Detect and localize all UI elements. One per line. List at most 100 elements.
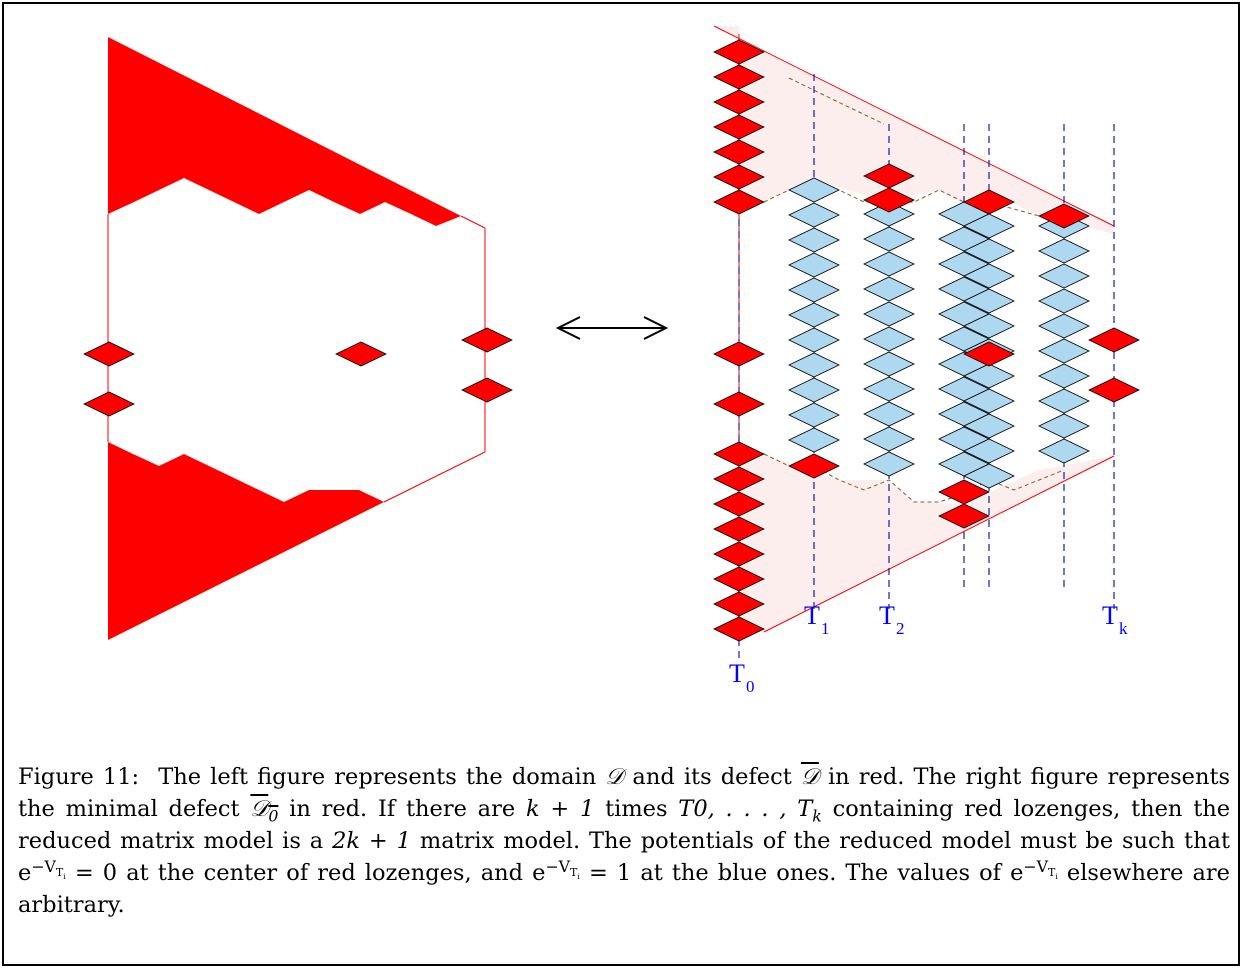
caption-k-plus-1: k + 1 <box>525 796 595 822</box>
caption-text-2: and its defect <box>632 764 792 790</box>
red-lozenge <box>1038 203 1090 229</box>
blue-lozenge <box>788 277 840 303</box>
blue-lozenge <box>863 276 915 302</box>
caption-text-5: times <box>605 796 668 822</box>
red-lozenge <box>938 503 990 529</box>
blue-lozenge <box>863 426 915 452</box>
red-lozenge <box>713 616 765 642</box>
blue-lozenge <box>963 263 1015 289</box>
red-lozenge <box>713 89 765 115</box>
blue-lozenge <box>788 227 840 253</box>
red-lozenge <box>963 341 1015 367</box>
blue-lozenge <box>1038 413 1090 439</box>
blue-lozenge <box>963 388 1015 414</box>
blue-lozenge <box>788 352 840 378</box>
red-lozenge <box>713 591 765 617</box>
caption-eq-0: = 0 <box>74 860 118 886</box>
caption-text-6: containing red lozenges, then the reduce… <box>18 796 1231 854</box>
blue-lozenge <box>788 252 840 278</box>
bottom-defect-region <box>108 442 384 640</box>
blue-lozenge <box>1038 338 1090 364</box>
caption-times-list: T0, . . . , Tk <box>678 796 822 826</box>
caption-text-8: at the center of red lozenges, and <box>126 860 524 886</box>
red-lozenge <box>461 377 513 403</box>
red-lozenge <box>1088 377 1140 403</box>
blue-lozenge <box>963 313 1015 339</box>
red-lozenge <box>963 189 1015 215</box>
red-lozenge <box>461 327 513 353</box>
red-lozenge <box>938 479 990 505</box>
red-lozenge <box>713 341 765 367</box>
caption-text-9: at the blue ones. The values of <box>640 860 1001 886</box>
red-lozenge <box>788 453 840 479</box>
figure-caption: Figure 11: The left figure represents th… <box>18 761 1230 921</box>
red-lozenge <box>713 139 765 165</box>
red-lozenge <box>713 566 765 592</box>
caption-eq-1: = 1 <box>588 860 632 886</box>
blue-lozenge <box>863 376 915 402</box>
blue-lozenge <box>788 402 840 428</box>
caption-text-10: elsewhere are arbitrary. <box>18 860 1230 918</box>
top-defect-region <box>108 37 461 226</box>
blue-lozenge <box>863 401 915 427</box>
red-lozenge <box>335 341 387 367</box>
time-label-t2: T <box>879 601 895 630</box>
time-label-tk: T <box>1102 601 1118 630</box>
red-lozenge <box>713 541 765 567</box>
time-label-sub-t2: 2 <box>896 619 905 638</box>
caption-text-1: The left figure represents the domain <box>158 764 597 790</box>
red-lozenge <box>713 516 765 542</box>
caption-exponential-3: e−VTi <box>1010 856 1058 886</box>
blue-lozenge <box>1038 288 1090 314</box>
red-lozenge <box>713 114 765 140</box>
red-lozenge <box>1088 327 1140 353</box>
caption-exponential-1: e−VTi <box>18 856 66 886</box>
caption-text-7: matrix model. The potentials of the redu… <box>419 828 1231 854</box>
red-lozenge <box>83 391 135 417</box>
blue-lozenge <box>963 213 1015 239</box>
blue-lozenge <box>863 351 915 377</box>
red-lozenge <box>713 64 765 90</box>
caption-2k-plus-1: 2k + 1 <box>332 828 411 854</box>
red-lozenge <box>713 491 765 517</box>
time-label-t1: T <box>804 601 820 630</box>
caption-text-3: in red. The right figure represents the … <box>18 764 1231 822</box>
outline-bottom-edge <box>763 455 1115 633</box>
time-label-sub-t0: 0 <box>746 677 755 696</box>
blue-lozenge <box>963 238 1015 264</box>
blue-lozenge <box>863 251 915 277</box>
double-arrow <box>555 316 669 340</box>
caption-label: Figure 11: <box>18 764 140 790</box>
blue-lozenge <box>1038 438 1090 464</box>
blue-lozenge <box>963 463 1015 489</box>
time-label-sub-tk: k <box>1119 619 1128 638</box>
blue-lozenge <box>788 202 840 228</box>
blue-lozenge <box>1038 313 1090 339</box>
red-lozenge <box>713 164 765 190</box>
outline-top-edge <box>713 25 1115 227</box>
red-lozenge <box>713 189 765 215</box>
blue-lozenge <box>863 451 915 477</box>
blue-lozenge <box>788 377 840 403</box>
left-figure-domain <box>83 37 513 640</box>
red-lozenge <box>713 441 765 467</box>
blue-lozenge <box>788 177 840 203</box>
blue-lozenge <box>863 301 915 327</box>
caption-exponential-2: e−VTi <box>532 856 580 886</box>
blue-lozenge <box>788 427 840 453</box>
top-dashed-boundary <box>788 77 885 125</box>
caption-symbol-d-bar: 𝒟 <box>800 764 819 790</box>
bottom-tinted-region <box>739 454 1114 632</box>
red-lozenge <box>713 466 765 492</box>
blue-lozenge <box>1038 263 1090 289</box>
red-lozenge <box>83 341 135 367</box>
red-lozenge <box>713 39 765 65</box>
blue-lozenge <box>963 288 1015 314</box>
blue-lozenge <box>1038 363 1090 389</box>
blue-lozenge <box>1038 388 1090 414</box>
blue-lozenge <box>1038 238 1090 264</box>
caption-symbol-d: 𝒟 <box>605 764 624 790</box>
